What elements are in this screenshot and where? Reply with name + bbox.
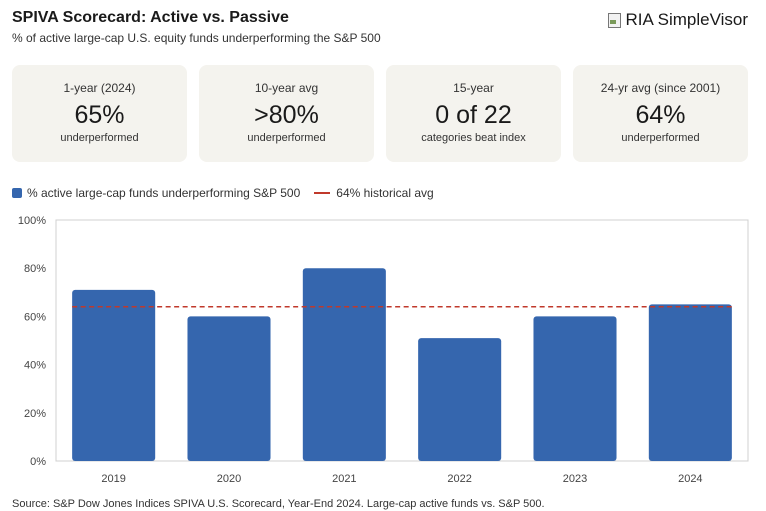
y-tick-label: 80%: [24, 263, 46, 275]
stat-card-label: 10-year avg: [254, 81, 319, 95]
stat-card-sub: categories beat index: [421, 132, 526, 144]
stat-card-sub: underperformed: [60, 132, 139, 144]
bar: [418, 338, 502, 461]
stat-card-value: 0 of 22: [435, 101, 512, 129]
y-tick-label: 60%: [24, 311, 46, 323]
stat-card-sub: underperformed: [247, 132, 326, 144]
stat-cards: 1-year (2024) 65% underperformed 10-year…: [12, 65, 748, 162]
source-note: Source: S&P Dow Jones Indices SPIVA U.S.…: [12, 498, 545, 510]
broken-image-icon: [607, 12, 622, 28]
chart-legend: % active large-cap funds underperforming…: [12, 186, 434, 200]
x-tick-label: 2019: [101, 473, 125, 485]
chart-title: SPIVA Scorecard: Active vs. Passive: [12, 9, 289, 26]
stat-card-label: 1-year (2024): [63, 81, 136, 95]
bar: [187, 316, 271, 461]
chart-subtitle: % of active large-cap U.S. equity funds …: [12, 31, 381, 45]
y-tick-label: 20%: [24, 408, 46, 420]
plot-frame: [55, 219, 749, 462]
bar: [648, 304, 732, 461]
stat-card-15yr: 15-year 0 of 22 categories beat index: [386, 65, 561, 162]
y-tick-label: 40%: [24, 360, 46, 372]
x-tick-label: 2023: [563, 473, 587, 485]
legend-bar-swatch: [12, 188, 22, 198]
legend-avg-line-swatch: [314, 192, 331, 194]
bar: [302, 268, 386, 461]
stat-card-10yr: 10-year avg >80% underperformed: [199, 65, 374, 162]
x-tick-label: 2022: [447, 473, 471, 485]
legend-bar-label: % active large-cap funds underperforming…: [27, 186, 301, 200]
x-tick-label: 2021: [332, 473, 356, 485]
stat-card-label: 15-year: [453, 81, 494, 95]
stat-card-label: 24-yr avg (since 2001): [600, 81, 721, 95]
stat-card-sub: underperformed: [621, 132, 700, 144]
stat-card-value: 65%: [74, 101, 125, 129]
legend-avg-label: 64% historical avg: [336, 186, 434, 200]
bar-chart: 0% 20% 40% 60% 80% 100% 2019 2020 2021 2022 2023 20…: [18, 215, 749, 485]
stat-card-value: >80%: [254, 101, 319, 129]
y-tick-label: 100%: [18, 215, 46, 227]
stat-card-value: 64%: [635, 101, 686, 129]
bar: [72, 289, 156, 461]
stat-card-24yr: 24-yr avg (since 2001) 64% underperforme…: [573, 65, 748, 162]
x-tick-label: 2020: [217, 473, 241, 485]
stat-card-1yr: 1-year (2024) 65% underperformed: [12, 65, 187, 162]
y-tick-label: 0%: [30, 456, 46, 468]
bar: [533, 316, 617, 461]
brand-logo[interactable]: RIA SimpleVisor: [607, 10, 748, 30]
brand-name: RIA SimpleVisor: [625, 10, 748, 29]
x-tick-label: 2024: [678, 473, 702, 485]
